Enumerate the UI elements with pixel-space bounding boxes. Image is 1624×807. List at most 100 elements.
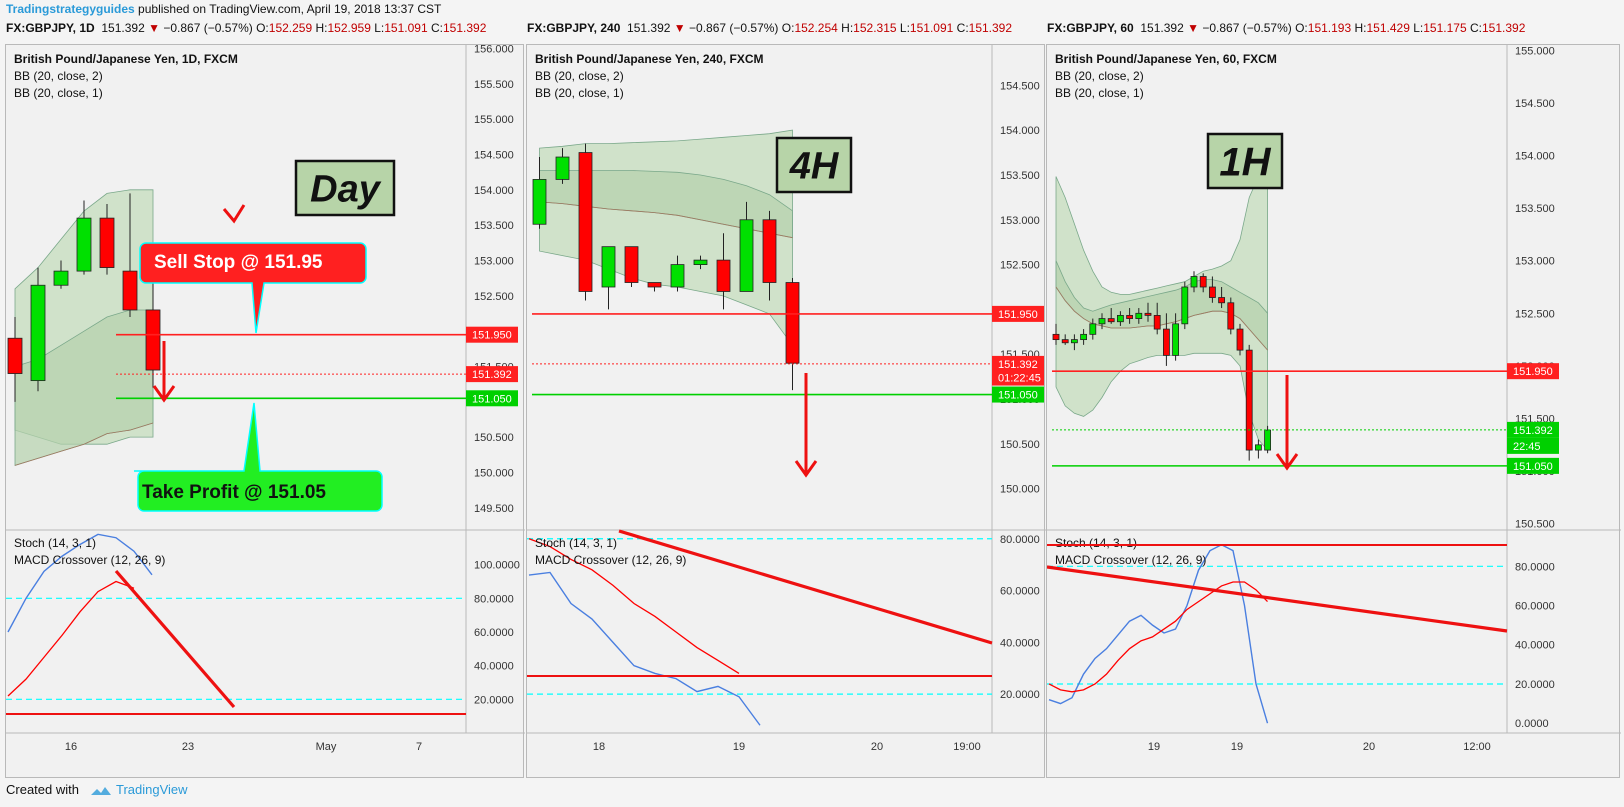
trend-line xyxy=(1047,565,1508,633)
time-tick-label: 23 xyxy=(182,741,194,753)
sell-stop-callout xyxy=(139,242,367,334)
down-arrow-head-icon xyxy=(222,204,246,224)
indicator-legend: BB (20, close, 2) xyxy=(535,69,624,83)
candle-body xyxy=(1227,302,1235,330)
oscillator-legend: MACD Crossover (12, 26, 9) xyxy=(1055,553,1206,567)
candle-body xyxy=(670,264,685,288)
candle-body xyxy=(99,217,115,268)
low-value: 151.091 xyxy=(909,21,954,35)
candle-body xyxy=(1254,444,1262,451)
down-arrow-head-icon xyxy=(1275,453,1299,471)
high-value: 152.959 xyxy=(327,21,371,35)
chart-panel-1h[interactable]: 150.500151.000151.500152.000152.500153.0… xyxy=(1046,44,1621,778)
price-tick-label: 155.500 xyxy=(474,79,514,91)
macd-line xyxy=(7,580,135,697)
low-value: 151.091 xyxy=(384,21,428,35)
candle-body xyxy=(1061,339,1069,344)
price-level-tag xyxy=(1507,363,1559,380)
created-with-text: Created with xyxy=(6,782,79,797)
take-profit-callout xyxy=(134,402,383,512)
time-tick-label: 18 xyxy=(593,741,605,753)
symbol: FX:GBPJPY, 240 xyxy=(527,21,621,35)
time-tick-label: 20 xyxy=(871,741,883,753)
author-link[interactable]: Tradingstrategyguides xyxy=(6,2,135,16)
candle-body xyxy=(76,217,92,272)
price-tick-label: 150.000 xyxy=(1000,484,1040,496)
oscillator-tick-label: 40.0000 xyxy=(1515,640,1555,652)
oscillator-tick-label: 60.0000 xyxy=(474,627,514,639)
oscillator-tick-label: 0.0000 xyxy=(1515,718,1549,730)
symbol: FX:GBPJPY, 60 xyxy=(1047,21,1134,35)
time-tick-label: 19 xyxy=(1231,741,1243,753)
candle-body xyxy=(1199,276,1207,288)
timeframe-badge xyxy=(294,159,396,217)
bollinger-outer-band xyxy=(539,129,793,347)
down-triangle-icon: ▼ xyxy=(1187,21,1199,35)
trend-line xyxy=(114,569,236,709)
open-value: 152.254 xyxy=(794,21,838,35)
indicator-legend: BB (20, close, 1) xyxy=(1055,86,1144,100)
price-level-tag xyxy=(1507,437,1559,454)
timeframe-badge-label: 4H xyxy=(789,146,840,188)
candle-body xyxy=(1181,286,1189,325)
sell-stop-callout-label: Sell Stop @ 151.95 xyxy=(154,252,323,273)
oscillator-tick-label: 80.0000 xyxy=(1000,534,1040,546)
price-tick-label: 153.500 xyxy=(474,220,514,232)
candle-body xyxy=(1126,315,1133,319)
price-tick-label: 152.500 xyxy=(1515,308,1555,320)
price-tick-label: 154.000 xyxy=(1515,150,1555,162)
price-level-tag xyxy=(992,305,1044,322)
chart-panel-day[interactable]: 149.500150.000150.500151.000151.500152.0… xyxy=(5,44,525,778)
price-level-tag-label: 151.050 xyxy=(1513,461,1553,473)
price-tick-label: 154.500 xyxy=(1000,80,1040,92)
footer: Created with TradingView xyxy=(6,782,188,797)
timeframe-badge xyxy=(1206,132,1284,190)
oscillator-legend: MACD Crossover (12, 26, 9) xyxy=(535,553,686,567)
price-level-tag-label: 151.392 xyxy=(1513,425,1553,437)
oscillator-tick-label: 40.0000 xyxy=(1000,637,1040,649)
price-level-tag xyxy=(466,390,518,407)
take-profit-callout-label: Take Profit @ 151.05 xyxy=(142,482,326,503)
price-level-tag xyxy=(466,326,518,343)
candle-body xyxy=(601,246,616,288)
oscillator-tick-label: 60.0000 xyxy=(1515,601,1555,613)
price-tick-label: 154.000 xyxy=(474,185,514,197)
price-tick-label: 152.500 xyxy=(1000,260,1040,272)
price-level-tag-label: 151.050 xyxy=(472,393,512,405)
price-level-tag-label: 151.950 xyxy=(1513,366,1553,378)
candle-body xyxy=(1080,333,1087,341)
oscillator-legend: MACD Crossover (12, 26, 9) xyxy=(14,553,165,567)
price-tick-label: 150.500 xyxy=(474,432,514,444)
candle-body xyxy=(1264,429,1272,451)
time-tick-label: 19 xyxy=(733,741,745,753)
price-level-tag xyxy=(466,366,518,383)
chart-panel-4h[interactable]: 150.000150.500151.000151.500152.000152.5… xyxy=(526,44,1046,778)
oscillator-tick-label: 80.0000 xyxy=(474,593,514,605)
tradingview-logo-icon xyxy=(90,786,111,795)
open-value: 151.193 xyxy=(1307,21,1352,35)
oscillator-legend: Stoch (14, 3, 1) xyxy=(14,536,96,550)
price-level-tag xyxy=(1507,421,1559,438)
candle-body xyxy=(1098,318,1106,325)
candle-body xyxy=(739,219,754,292)
price-level-tag xyxy=(992,355,1044,372)
oscillator-tick-label: 80.0000 xyxy=(1515,561,1555,573)
price-tick-label: 150.000 xyxy=(474,467,514,479)
change: −0.867 (−0.57%) xyxy=(163,21,253,35)
price-level-tag xyxy=(1507,457,1559,474)
price-level-tag-label: 151.392 xyxy=(472,369,512,381)
oscillator-tick-label: 60.0000 xyxy=(1000,586,1040,598)
price-tick-label: 154.000 xyxy=(1000,125,1040,137)
oscillator-tick-label: 40.0000 xyxy=(474,661,514,673)
bollinger-basis-line xyxy=(14,422,154,466)
candle-body xyxy=(1107,318,1115,323)
price-level-tag-label: 22:45 xyxy=(1513,441,1541,453)
last-price: 151.392 xyxy=(101,21,145,35)
tradingview-link[interactable]: TradingView xyxy=(116,782,188,797)
close-value: 151.392 xyxy=(1481,21,1526,35)
price-level-tag-label: 151.050 xyxy=(998,390,1038,402)
indicator-legend: BB (20, close, 1) xyxy=(14,86,103,100)
candle-body xyxy=(53,270,69,286)
price-level-tag xyxy=(992,386,1044,403)
candle-body xyxy=(122,270,138,311)
